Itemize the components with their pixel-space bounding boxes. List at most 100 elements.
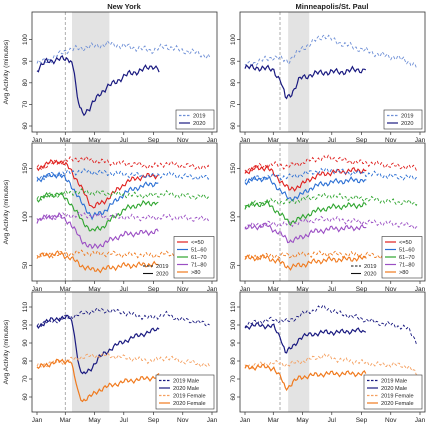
legend-year-label: 2020 — [364, 272, 376, 278]
legend-year-label: 2019 — [364, 264, 376, 270]
x-tick-label: Mar — [60, 286, 72, 293]
y-tick-label: 150 — [230, 163, 237, 174]
panel-msp-mid: 50 100 150 Jan Mar May Jul Sep Nov Jan <=50 51–6061… — [230, 142, 426, 293]
series-line-61–70-2020 — [244, 198, 367, 226]
panel-frame — [239, 291, 426, 413]
y-tick-label: 70 — [22, 375, 29, 383]
legend-box — [383, 109, 423, 130]
series-line-61–70-2020 — [36, 191, 159, 232]
y-tick-label: 60 — [22, 122, 29, 130]
y-tick-label: 110 — [230, 301, 237, 312]
legend-label: 2019 Female — [173, 394, 206, 400]
x-tick-label: Mar — [268, 286, 280, 293]
legend-label: >80 — [399, 270, 409, 276]
series-line-51–60-2019 — [36, 168, 210, 181]
legend-label: 2019 Male — [381, 379, 407, 385]
x-tick-label: Jan — [207, 286, 218, 293]
legend-label: 51–60 — [399, 248, 415, 254]
legend-label: 2019 Male — [173, 379, 199, 385]
x-tick-label: May — [296, 137, 309, 144]
x-tick-label: Jan — [240, 286, 251, 293]
y-tick-label: 100 — [22, 34, 29, 45]
x-tick-label: Mar — [60, 137, 72, 144]
legend-label: 71–80 — [399, 263, 415, 269]
y-tick-label: 90 — [22, 57, 29, 65]
y-axis-title: Avg Activity (minutes) — [3, 320, 10, 385]
legend-label: 2019 — [401, 114, 413, 120]
y-tick-label: 80 — [22, 79, 29, 87]
y-tick-label: 100 — [230, 319, 237, 330]
y-tick-label: 100 — [22, 319, 29, 330]
x-tick-label: Jan — [415, 417, 426, 424]
x-tick-label: Mar — [268, 417, 280, 424]
shaded-period — [288, 143, 310, 281]
x-tick-label: Jan — [415, 286, 426, 293]
series-line-71–80-2020 — [36, 212, 159, 250]
y-tick-label: 60 — [230, 122, 237, 130]
y-tick-label: 90 — [230, 57, 237, 65]
legend-label: 2020 — [401, 121, 413, 127]
x-tick-label: Nov — [177, 417, 189, 424]
series-line-61–70-2019 — [36, 187, 210, 201]
y-tick-label: 60 — [230, 393, 237, 401]
x-tick-label: Sep — [356, 417, 368, 424]
y-tick-label: 80 — [230, 79, 237, 87]
panel-frame — [31, 291, 218, 413]
x-tick-label: Jul — [120, 417, 129, 424]
shaded-period — [72, 143, 110, 281]
y-tick-label: 80 — [230, 357, 237, 365]
x-tick-label: Nov — [177, 286, 189, 293]
x-tick-label: Jan — [32, 417, 43, 424]
series-line-2019 — [244, 34, 418, 69]
series-line->80-2019 — [244, 250, 418, 261]
series-line-71–80-2019 — [36, 211, 210, 222]
series-line-2019-female — [36, 352, 210, 368]
series-line-61–70-2019 — [244, 192, 418, 209]
legend-label: 2020 — [193, 121, 205, 127]
x-tick-label: Nov — [385, 286, 397, 293]
x-tick-label: Nov — [177, 137, 189, 144]
y-tick-label: 80 — [22, 357, 29, 365]
series-line-2020-female — [244, 363, 367, 392]
legend-label: 2019 Female — [381, 394, 414, 400]
shaded-period — [288, 12, 310, 132]
y-tick-label: 50 — [230, 261, 237, 269]
x-tick-label: May — [88, 286, 101, 293]
y-tick-label: 90 — [22, 339, 29, 347]
series-line-2019-male — [244, 304, 418, 345]
x-tick-label: Jan — [240, 137, 251, 144]
y-tick-label: 50 — [22, 261, 29, 269]
panel-ny-mid: 50 100 150 Jan Mar May Jul Sep Nov Jan Avg Activit… — [3, 142, 218, 293]
legend-label: >80 — [191, 270, 201, 276]
x-tick-label: May — [296, 417, 309, 424]
x-tick-label: Mar — [268, 137, 280, 144]
series-line-2020-male — [36, 314, 160, 375]
series-line-2020 — [36, 54, 160, 117]
x-tick-label: Jan — [240, 417, 251, 424]
legend-label: 2019 — [193, 114, 205, 120]
y-tick-label: 100 — [230, 34, 237, 45]
y-axis-title: Avg Activity (minutes) — [3, 40, 10, 105]
y-tick-label: 110 — [22, 301, 29, 312]
panel-frame — [31, 11, 218, 133]
series-line-2019 — [36, 40, 211, 64]
panel-frame — [239, 11, 426, 133]
legend-year-label: 2020 — [156, 272, 168, 278]
legend-box — [175, 109, 215, 130]
series-line-51–60-2020 — [244, 175, 367, 202]
series-line->80-2020 — [244, 253, 367, 271]
x-tick-label: Jul — [328, 286, 337, 293]
y-tick-label: 150 — [22, 163, 29, 174]
x-tick-label: Jan — [32, 137, 43, 144]
x-tick-label: Sep — [356, 137, 368, 144]
series-line-51–60-2019 — [244, 167, 418, 184]
x-tick-label: May — [296, 286, 309, 293]
y-tick-label: 100 — [230, 211, 237, 222]
